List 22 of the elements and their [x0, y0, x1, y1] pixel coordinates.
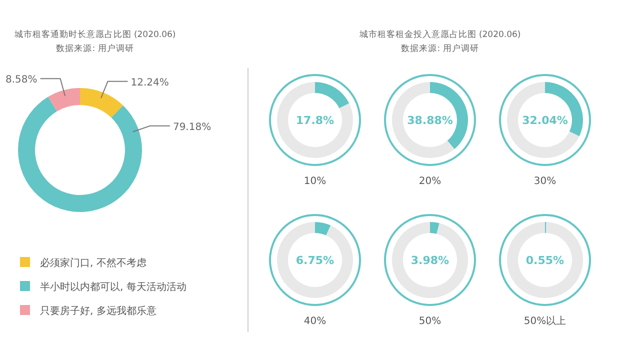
text: 10%	[304, 176, 326, 187]
text: 0.55%	[526, 254, 564, 267]
text: 50%以上	[524, 315, 566, 327]
legend-label: 半小时以内都可以, 每天活动活动	[40, 281, 186, 293]
chart-subtitle: 数据来源: 用户调研	[56, 43, 134, 54]
legend-label: 只要房子好, 多远我都乐意	[40, 305, 156, 317]
text: 20%	[418, 176, 442, 187]
text: 数据来源: 用户调研	[401, 43, 479, 54]
data-label: 12.24%	[130, 77, 169, 88]
chart-title: 城市租客通勤时长意愿占比图 (2020.06)	[13, 29, 176, 40]
text: 30%	[534, 176, 556, 187]
text: 40%	[304, 316, 326, 327]
text: 50%	[418, 316, 442, 327]
legend-label: 必须家门口, 不然不考虑	[40, 257, 146, 269]
text: 城市租客租金投入意愿占比图 (2020.06)	[358, 29, 521, 40]
text: 38.88%	[407, 114, 453, 127]
data-label: 8.58%	[6, 74, 38, 86]
text: 17.8%	[296, 114, 334, 127]
data-label: 79.18%	[172, 122, 212, 133]
text: 3.98%	[410, 254, 450, 267]
text: 6.75%	[296, 254, 334, 267]
text: 32.04%	[522, 114, 568, 127]
